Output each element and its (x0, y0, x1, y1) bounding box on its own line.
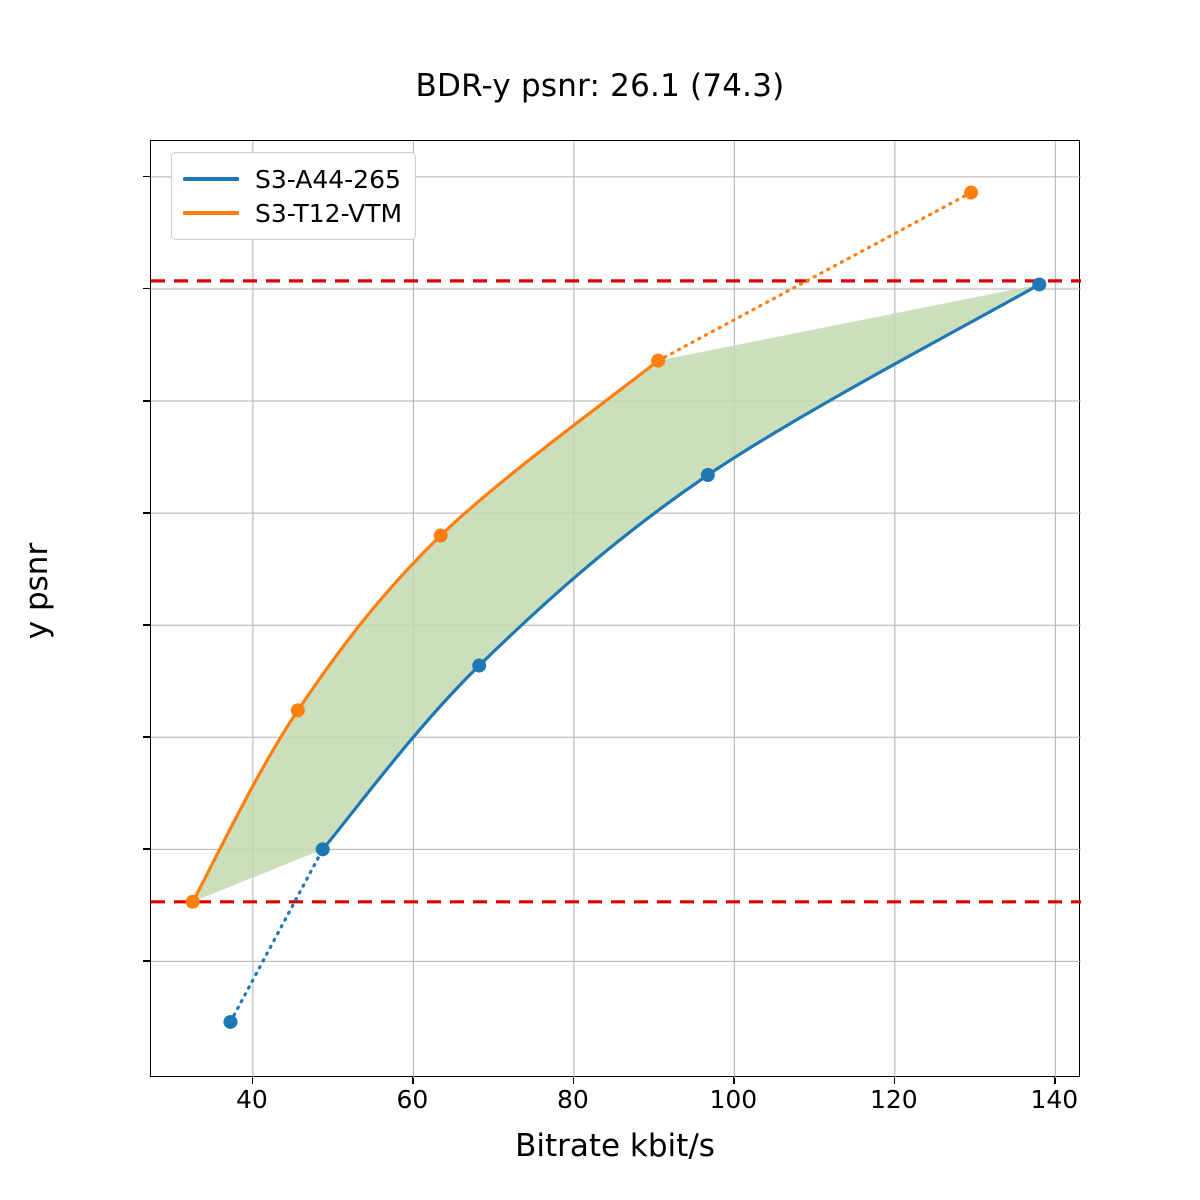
y-tick-mark (143, 960, 150, 962)
legend-item[interactable]: S3-T12-VTM (183, 196, 402, 230)
x-tick-label: 120 (869, 1085, 918, 1114)
y-tick-mark (143, 848, 150, 850)
series-markers-1 (223, 277, 1047, 1029)
legend-label: S3-T12-VTM (255, 198, 403, 228)
data-point (315, 842, 330, 857)
x-tick-label: 80 (556, 1085, 589, 1114)
series-dotted-2 (656, 190, 973, 363)
x-tick-label: 60 (396, 1085, 429, 1114)
y-tick-mark (143, 624, 150, 626)
plot-canvas (151, 141, 1081, 1078)
x-tick-mark (251, 1077, 254, 1084)
data-point (1032, 277, 1047, 292)
reference-lines (151, 279, 1081, 904)
series-line-1 (321, 282, 1041, 851)
data-point (472, 658, 487, 673)
data-point (964, 185, 979, 200)
y-axis-label: y psnr (19, 542, 55, 640)
series-line-2 (191, 359, 660, 904)
data-point (223, 1014, 238, 1029)
series-dotted-1 (228, 847, 325, 1024)
y-tick-mark (143, 175, 150, 178)
y-tick-mark (143, 287, 150, 290)
x-tick-mark (893, 1077, 896, 1084)
x-tick-mark (1054, 1077, 1056, 1084)
series-markers-2 (185, 185, 979, 909)
x-tick-mark (412, 1077, 414, 1084)
x-tick-mark (733, 1077, 735, 1084)
data-point (700, 468, 715, 483)
data-point (185, 894, 200, 909)
y-tick-mark (143, 400, 150, 402)
x-tick-label: 140 (1030, 1085, 1079, 1114)
fill-between-region (192, 284, 1040, 902)
legend-item[interactable]: S3-A44-265 (183, 162, 402, 196)
legend-label: S3-A44-265 (255, 164, 401, 194)
plot-area (150, 140, 1081, 1078)
y-tick-mark (143, 736, 150, 738)
x-axis-label: Bitrate kbit/s (515, 1128, 715, 1164)
data-point (433, 528, 448, 543)
legend-swatch-icon (183, 211, 239, 215)
grid-lines (151, 141, 1081, 1078)
legend: S3-A44-265 S3-T12-VTM (171, 152, 417, 240)
x-tick-mark (572, 1077, 575, 1084)
x-tick-label: 100 (709, 1085, 758, 1114)
data-point (290, 703, 305, 718)
legend-swatch-icon (183, 177, 239, 181)
chart-title: BDR-y psnr: 26.1 (74.3) (415, 68, 785, 104)
x-tick-label: 40 (236, 1085, 268, 1114)
y-tick-mark (143, 512, 150, 514)
data-point (651, 353, 666, 368)
